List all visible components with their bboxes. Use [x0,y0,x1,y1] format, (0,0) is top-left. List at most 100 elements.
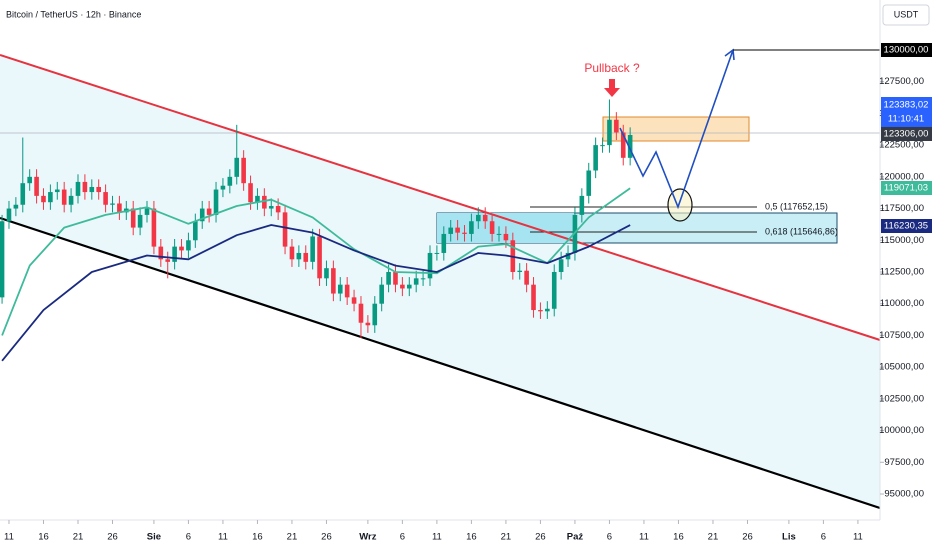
candle-body [248,183,253,203]
candle-body [199,208,205,222]
candle-body [482,214,488,222]
candle-body [379,284,384,304]
x-tick-label: Sie [147,532,161,543]
candle-body [144,208,150,215]
candle-body [489,221,495,234]
currency: USDT [894,9,919,19]
candle-body [27,176,32,184]
y-tick-label: 97500,00 [884,457,924,468]
candle-body [593,145,598,171]
candle-body [234,157,240,177]
moving-average [1,224,631,362]
candle-body [262,195,267,209]
y-tick-label: 127500,00 [879,76,924,87]
candle-body [82,181,88,193]
candle-body [172,246,177,262]
candle-body [427,252,433,279]
price-label-bg [881,97,932,127]
price-label: 123306,00 [884,129,929,140]
candle-body [241,157,246,184]
price-label-bg [881,181,932,195]
candle-body [137,214,143,228]
candle-body [165,259,171,262]
candle-body [344,284,350,298]
y-tick-label: 122500,00 [879,140,924,151]
candle-body [524,270,529,285]
candle-body [151,208,157,247]
candle-body [20,183,26,205]
candle-body [620,132,626,158]
candle-body [413,278,419,285]
x-tick-label: 26 [535,532,546,543]
x-tick-label: 11 [432,532,442,543]
y-tick-label: 95000,00 [884,489,924,500]
x-tick-label: 16 [38,532,49,543]
candle-body [275,206,281,213]
candle-body [96,186,101,193]
candle-body [41,195,46,203]
candle-body [607,119,612,146]
moving-average [1,187,631,336]
candle-body [117,203,122,213]
candle-body [600,145,605,147]
x-tick-label: 21 [708,532,719,543]
x-tick-label: 11 [853,532,863,543]
candle-body [531,284,536,311]
candle-body [13,204,19,209]
candle-body [372,303,378,326]
candle-body [158,246,164,260]
candle-body [227,176,233,186]
candle-body [255,195,260,203]
y-tick-label: 100000,00 [879,425,924,436]
x-tick-label: 11 [218,532,228,543]
y-tick-label: 107500,00 [879,330,924,341]
candle-body [406,284,412,289]
candle-body [289,246,295,260]
fib-label: 0,618 (115646,86) [765,226,838,236]
candle-body [61,189,67,205]
candle-body [476,214,481,222]
candle-body [331,268,336,294]
y-tick-label: 115000,00 [880,235,924,246]
support-trendline [0,216,881,510]
pullback-arrow [609,79,615,88]
chart-title: Bitcoin / TetherUS · 12h · Binance [6,9,141,19]
x-tick-label: 6 [400,532,405,543]
countdown: 11:10:41 [888,114,924,125]
candle-body [400,284,405,289]
candle-body [455,227,460,233]
x-tick-label: 6 [821,532,826,543]
x-tick-label: 16 [252,532,263,543]
x-tick-label: 11 [4,532,14,543]
x-tick-label: 21 [73,532,84,543]
candle-body [130,208,136,228]
candle-body [206,208,212,215]
projection-path [619,49,734,210]
candle-body [351,297,357,304]
pullback-label: Pullback ? [584,61,640,75]
channel-fill [0,55,880,508]
price-label: 116230,35 [884,221,928,232]
candle-body [448,227,453,234]
candle-body [186,240,191,251]
candle-body [558,259,564,272]
candle-body [545,308,550,312]
candle-body [434,252,440,254]
price-label: 119071,03 [884,183,928,194]
candle-body [579,195,585,215]
candle-body [627,134,633,158]
candle-body [317,236,322,279]
price-label: 130000,00 [884,45,929,56]
candle-body [48,192,53,203]
candle-body [324,268,329,279]
candle-body [213,189,219,215]
candle-body [386,271,391,285]
y-tick-label: 117500,00 [880,203,924,214]
currency-box [882,4,930,26]
candle-body [496,233,502,235]
x-tick-label: 6 [186,532,191,543]
y-tick-label: 120000,00 [879,171,924,182]
y-tick-label: 105000,00 [879,362,924,373]
y-tick-label: 112500,00 [880,267,924,278]
